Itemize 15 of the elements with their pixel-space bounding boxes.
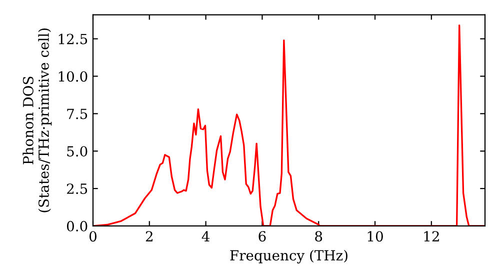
y-tick-label: 12.5: [58, 34, 88, 44]
y-tick-label: 5.0: [67, 146, 88, 157]
x-tick-label: 6: [258, 231, 266, 242]
x-tick-label: 8: [315, 231, 322, 242]
y-axis-title: Phonon DOS (States/THz·primitive cell): [22, 28, 52, 212]
y-tick-label: 7.5: [67, 108, 88, 120]
x-tick-label: 0: [89, 231, 96, 242]
x-tick-label: 4: [202, 231, 210, 242]
x-axis-title: Frequency (THz): [230, 250, 348, 264]
y-tick-label: 2.5: [66, 183, 88, 194]
x-tick-label: 2: [146, 231, 152, 242]
x-tick-label: 10: [368, 231, 383, 242]
x-tick-label: 12: [424, 231, 439, 242]
y-tick-label: 10.0: [58, 71, 88, 82]
y-tick-label: 0.0: [66, 220, 88, 232]
